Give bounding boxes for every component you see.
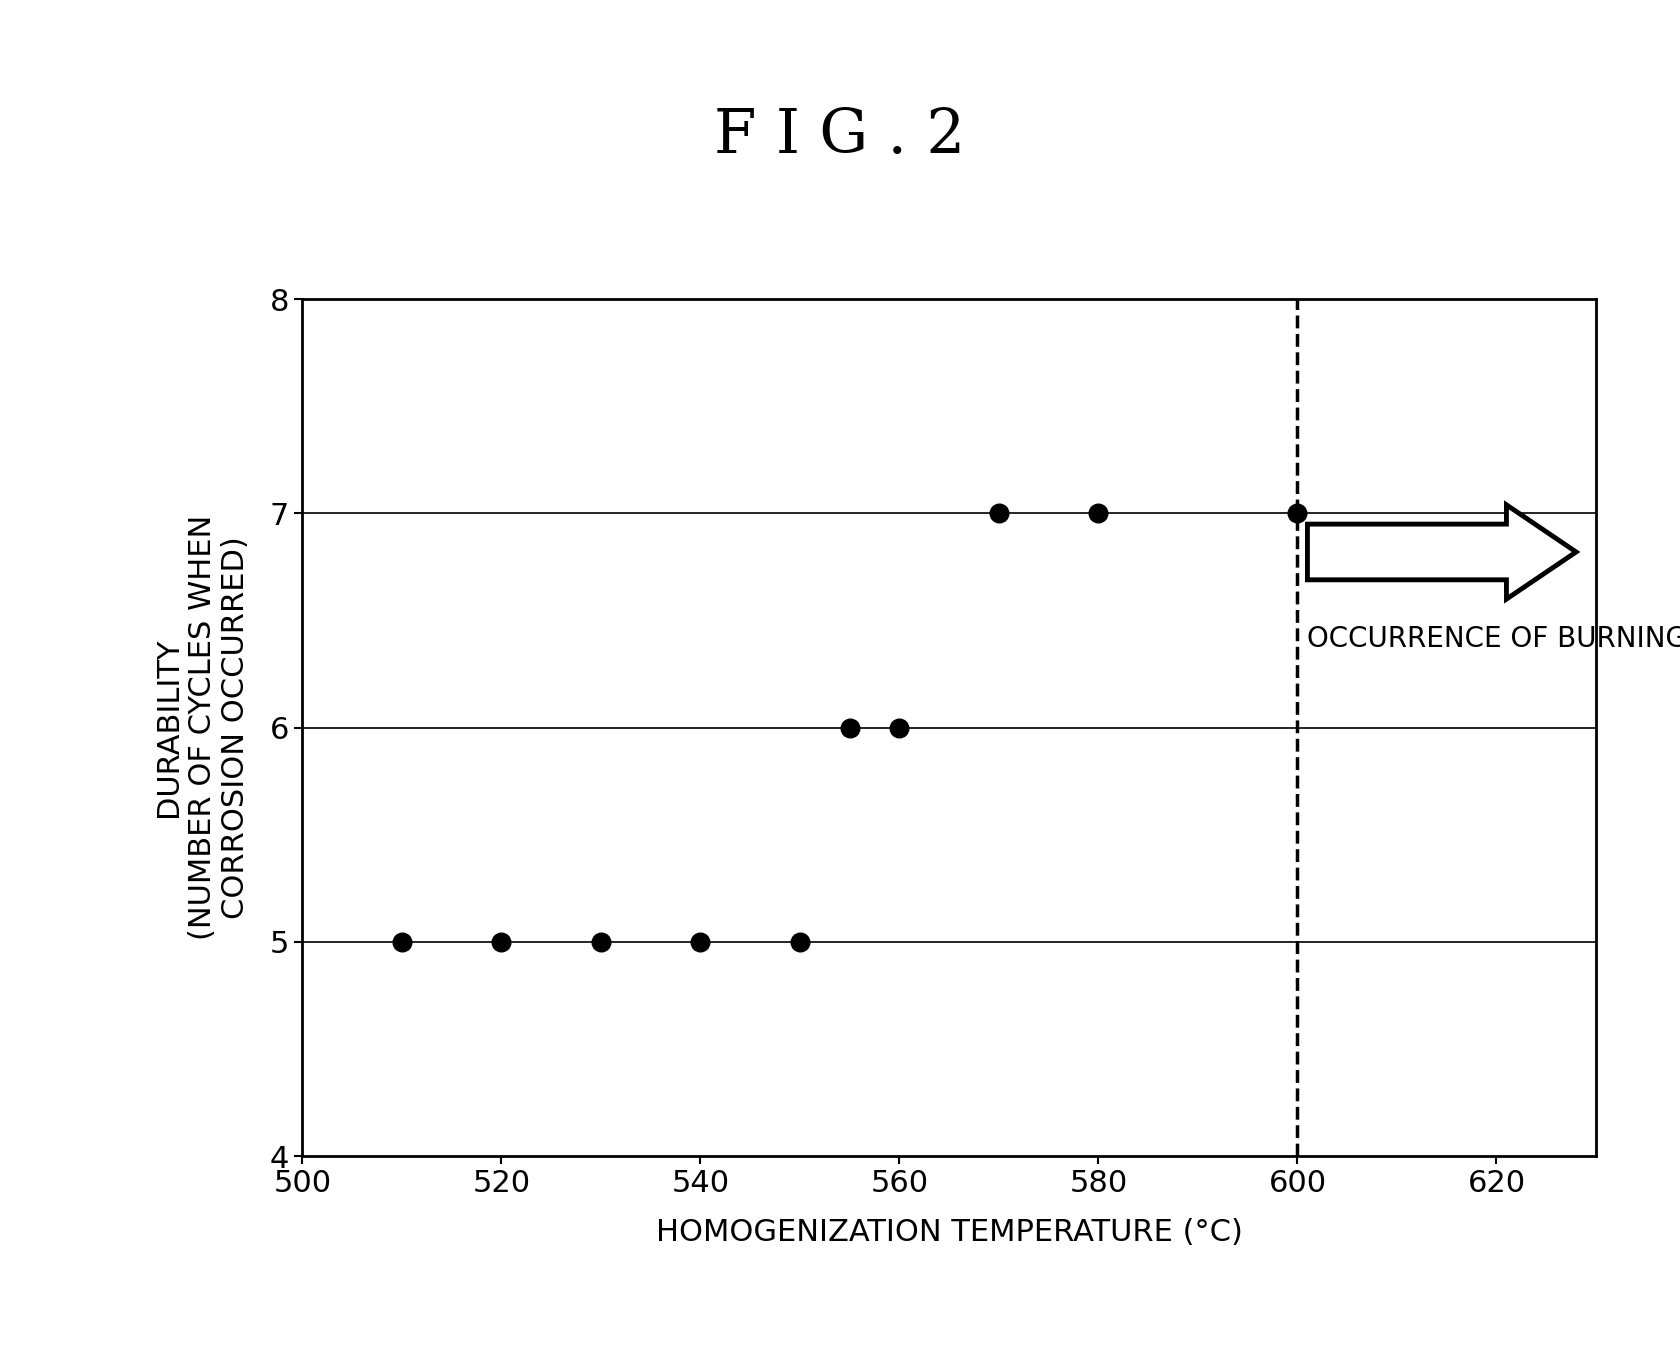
Text: F I G . 2: F I G . 2 [714, 106, 966, 166]
Point [388, 930, 415, 952]
Point [837, 717, 864, 738]
Text: OCCURRENCE OF BURNING: OCCURRENCE OF BURNING [1307, 624, 1680, 653]
Point [1284, 503, 1310, 525]
Point [687, 930, 714, 952]
Point [487, 930, 514, 952]
Point [1085, 503, 1112, 525]
Point [588, 930, 615, 952]
Point [786, 930, 813, 952]
X-axis label: HOMOGENIZATION TEMPERATURE (°C): HOMOGENIZATION TEMPERATURE (°C) [655, 1217, 1243, 1247]
Y-axis label: DURABILITY
(NUMBER OF CYCLES WHEN
CORROSION OCCURRED): DURABILITY (NUMBER OF CYCLES WHEN CORROS… [155, 515, 250, 940]
Point [885, 717, 912, 738]
Point [986, 503, 1013, 525]
Polygon shape [1307, 505, 1576, 598]
